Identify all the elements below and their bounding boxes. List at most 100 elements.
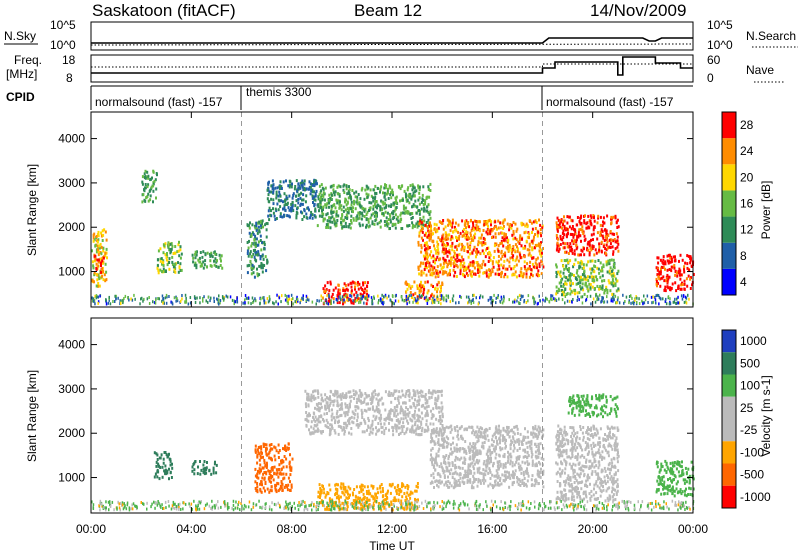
data-pixel — [191, 253, 194, 257]
data-pixel — [542, 485, 545, 489]
data-pixel — [338, 288, 341, 292]
data-pixel — [354, 297, 357, 300]
data-pixel — [347, 283, 350, 287]
data-pixel — [562, 293, 565, 297]
data-pixel — [332, 210, 334, 214]
data-pixel — [278, 487, 281, 491]
data-pixel — [316, 407, 319, 411]
data-pixel — [321, 193, 324, 197]
data-pixel — [260, 456, 263, 460]
data-pixel — [358, 389, 361, 393]
data-pixel — [452, 299, 454, 303]
data-pixel — [607, 279, 610, 283]
data-pixel — [365, 223, 368, 227]
data-pixel — [193, 468, 196, 472]
data-pixel — [433, 222, 436, 226]
data-pixel — [324, 407, 327, 411]
data-pixel — [504, 251, 507, 255]
data-pixel — [365, 302, 368, 306]
data-pixel — [497, 249, 500, 253]
data-pixel — [382, 191, 384, 195]
data-pixel — [601, 224, 604, 228]
data-pixel — [612, 297, 615, 301]
data-pixel — [200, 468, 203, 472]
data-pixel — [288, 297, 290, 301]
data-pixel — [540, 248, 543, 252]
data-pixel — [254, 450, 257, 454]
data-pixel — [336, 298, 339, 302]
data-pixel — [271, 466, 274, 470]
noise-right-tick-bottom: 10^0 — [707, 38, 733, 52]
data-pixel — [97, 273, 100, 277]
data-pixel — [189, 296, 192, 299]
data-pixel — [571, 225, 574, 228]
data-pixel — [491, 262, 494, 266]
data-pixel — [406, 408, 409, 411]
data-pixel — [482, 475, 485, 479]
data-pixel — [202, 467, 205, 471]
data-pixel — [405, 406, 408, 410]
data-pixel — [340, 404, 343, 408]
data-pixel — [455, 235, 457, 239]
data-pixel — [159, 466, 162, 469]
data-pixel — [573, 274, 575, 277]
data-pixel — [522, 272, 525, 276]
data-pixel — [400, 211, 403, 215]
data-pixel — [508, 264, 511, 268]
data-pixel — [236, 300, 239, 304]
data-pixel — [599, 285, 602, 289]
data-pixel — [341, 295, 344, 299]
data-pixel — [536, 266, 538, 270]
data-pixel — [105, 270, 108, 274]
data-pixel — [661, 265, 664, 269]
data-pixel — [467, 475, 470, 479]
data-pixel — [472, 481, 475, 485]
data-pixel — [662, 258, 665, 262]
data-pixel — [633, 302, 635, 306]
data-pixel — [522, 448, 525, 452]
data-pixel — [572, 282, 574, 286]
data-pixel — [464, 450, 467, 454]
data-pixel — [192, 256, 195, 260]
data-pixel — [450, 235, 453, 239]
data-pixel — [528, 232, 531, 236]
data-pixel — [161, 475, 164, 479]
data-pixel — [522, 455, 525, 459]
data-pixel — [454, 258, 457, 262]
data-pixel — [314, 207, 317, 211]
data-pixel — [318, 214, 321, 218]
data-pixel — [635, 295, 637, 298]
data-pixel — [458, 301, 460, 305]
data-pixel — [668, 260, 671, 264]
data-pixel — [169, 471, 172, 475]
data-pixel — [319, 430, 322, 434]
data-pixel — [408, 392, 411, 396]
data-pixel — [402, 417, 405, 421]
data-pixel — [525, 222, 528, 226]
data-pixel — [164, 464, 167, 468]
data-pixel — [428, 246, 431, 249]
data-pixel — [363, 197, 366, 201]
data-pixel — [530, 451, 533, 455]
data-pixel — [601, 299, 603, 302]
data-pixel — [454, 228, 457, 231]
data-pixel — [384, 186, 387, 190]
data-pixel — [377, 294, 379, 298]
data-pixel — [412, 191, 415, 195]
data-pixel — [199, 460, 201, 463]
data-pixel — [100, 268, 103, 272]
data-pixel — [164, 470, 167, 474]
data-pixel — [414, 394, 417, 398]
data-pixel — [263, 298, 265, 302]
data-pixel — [463, 227, 465, 231]
data-pixel — [500, 275, 503, 279]
data-pixel — [251, 231, 254, 235]
data-pixel — [328, 198, 331, 202]
data-pixel — [360, 205, 363, 209]
data-pixel — [447, 237, 450, 241]
data-pixel — [677, 301, 680, 305]
data-pixel — [97, 282, 100, 285]
colorbar-tick-label: 20 — [740, 170, 754, 184]
data-pixel — [538, 432, 541, 436]
